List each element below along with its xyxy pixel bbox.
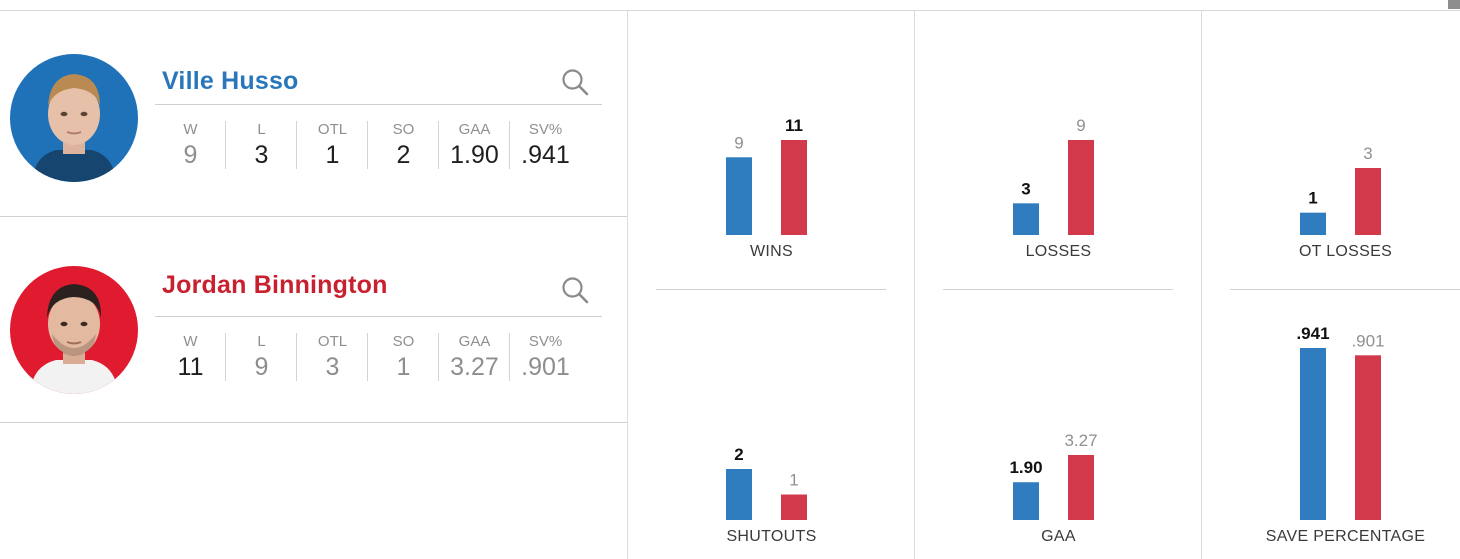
chart-category-label: SAVE PERCENTAGE — [1265, 528, 1426, 545]
stat-label: SV% — [528, 333, 563, 350]
bar-chart: 1.90 3.27 — [1009, 431, 1098, 520]
bar-value-label: 1 — [1308, 189, 1317, 208]
bar-player-1 — [1013, 203, 1039, 235]
stat-value: .901 — [521, 353, 570, 381]
bar-player-2 — [1068, 140, 1094, 235]
top-divider — [0, 10, 1460, 11]
grid-divider — [914, 11, 915, 559]
bar-value-label: 3 — [1021, 179, 1030, 198]
bar-chart: 21 — [726, 445, 807, 520]
stat-cell-otl: OTL 3 — [297, 331, 368, 383]
bar-player-2 — [1068, 455, 1094, 520]
grid-row-divider — [1230, 289, 1460, 290]
stat-label: SO — [392, 121, 415, 138]
bar-player-1 — [1300, 212, 1326, 235]
stat-label: OTL — [317, 121, 348, 138]
stat-label: OTL — [317, 333, 348, 350]
grid-row-divider — [943, 289, 1173, 290]
player-avatar — [10, 54, 138, 182]
stat-value: 2 — [396, 141, 411, 169]
stat-cell-svpct: SV% .901 — [510, 331, 581, 383]
bar-value-label: .941 — [1296, 324, 1329, 343]
bar-player-2 — [1355, 168, 1381, 235]
bar-value-label: 3.27 — [1064, 431, 1097, 450]
stat-label: W — [183, 333, 198, 350]
chart-category-label: LOSSES — [1025, 243, 1092, 260]
bar-player-1 — [1013, 482, 1039, 520]
bar-value-label: 3 — [1363, 144, 1372, 163]
stat-value: 1 — [325, 141, 340, 169]
stat-cell-so: SO 2 — [368, 119, 439, 171]
stat-value: 9 — [254, 353, 269, 381]
grid-row-divider — [656, 289, 886, 290]
bar-value-label: 2 — [734, 445, 743, 464]
stat-label: GAA — [458, 121, 491, 138]
bar-chart: .941 .901 — [1296, 324, 1385, 520]
search-icon[interactable] — [560, 275, 590, 305]
scrollbar-thumb[interactable] — [1448, 0, 1460, 9]
stat-label: SV% — [528, 121, 563, 138]
stat-label: SO — [392, 333, 415, 350]
grid-divider — [1201, 11, 1202, 559]
bar-chart: 13 — [1300, 144, 1381, 235]
bar-player-1 — [726, 469, 752, 520]
player-name[interactable]: Jordan Binnington — [162, 271, 388, 299]
bar-player-1 — [1300, 348, 1326, 520]
stat-cell-svpct: SV% .941 — [510, 119, 581, 171]
bar-player-2 — [781, 140, 807, 235]
stat-value: 11 — [177, 353, 204, 381]
bar-chart: 9 11 — [726, 116, 807, 235]
player-name[interactable]: Ville Husso — [162, 67, 299, 95]
bar-value-label: .901 — [1351, 331, 1384, 350]
stat-value: 1 — [396, 353, 411, 381]
chart-category-label: SHUTOUTS — [726, 528, 817, 545]
chart-wins: 9 11 WINS — [628, 11, 915, 285]
stat-cell-otl: OTL 1 — [297, 119, 368, 171]
bar-chart: 39 — [1013, 116, 1094, 235]
search-icon[interactable] — [560, 67, 590, 97]
grid-divider — [627, 11, 628, 559]
stat-value: .941 — [521, 141, 570, 169]
bar-value-label: 11 — [785, 116, 803, 135]
stat-cell-gaa: GAA 1.90 — [439, 119, 510, 171]
stat-cell-gaa: GAA 3.27 — [439, 331, 510, 383]
chart-category-label: GAA — [1041, 528, 1076, 545]
chart-gaa: 1.90 3.27 GAA — [915, 285, 1202, 559]
stat-label: W — [183, 121, 198, 138]
stat-value: 3 — [254, 141, 269, 169]
stat-label: GAA — [458, 333, 491, 350]
player-avatar — [10, 266, 138, 394]
bar-value-label: 9 — [1076, 116, 1085, 135]
bar-value-label: 1.90 — [1009, 458, 1042, 477]
stat-value: 3 — [325, 353, 340, 381]
name-divider — [155, 316, 602, 317]
stat-value: 3.27 — [450, 353, 499, 381]
stat-label: L — [257, 333, 266, 350]
bar-player-2 — [781, 494, 807, 520]
stat-value: 9 — [183, 141, 198, 169]
chart-category-label: WINS — [750, 243, 793, 260]
stat-label: L — [257, 121, 266, 138]
stat-cell-w: W 11 — [155, 331, 226, 383]
chart-category-label: OT LOSSES — [1298, 243, 1393, 260]
bar-player-2 — [1355, 355, 1381, 520]
stat-value: 1.90 — [450, 141, 499, 169]
bar-player-1 — [726, 157, 752, 235]
bar-value-label: 1 — [789, 471, 798, 490]
bar-value-label: 9 — [734, 133, 743, 152]
stat-cell-so: SO 1 — [368, 331, 439, 383]
name-divider — [155, 104, 602, 105]
chart-save-percentage: .941 .901 SAVE PERCENTAGE — [1202, 285, 1460, 559]
